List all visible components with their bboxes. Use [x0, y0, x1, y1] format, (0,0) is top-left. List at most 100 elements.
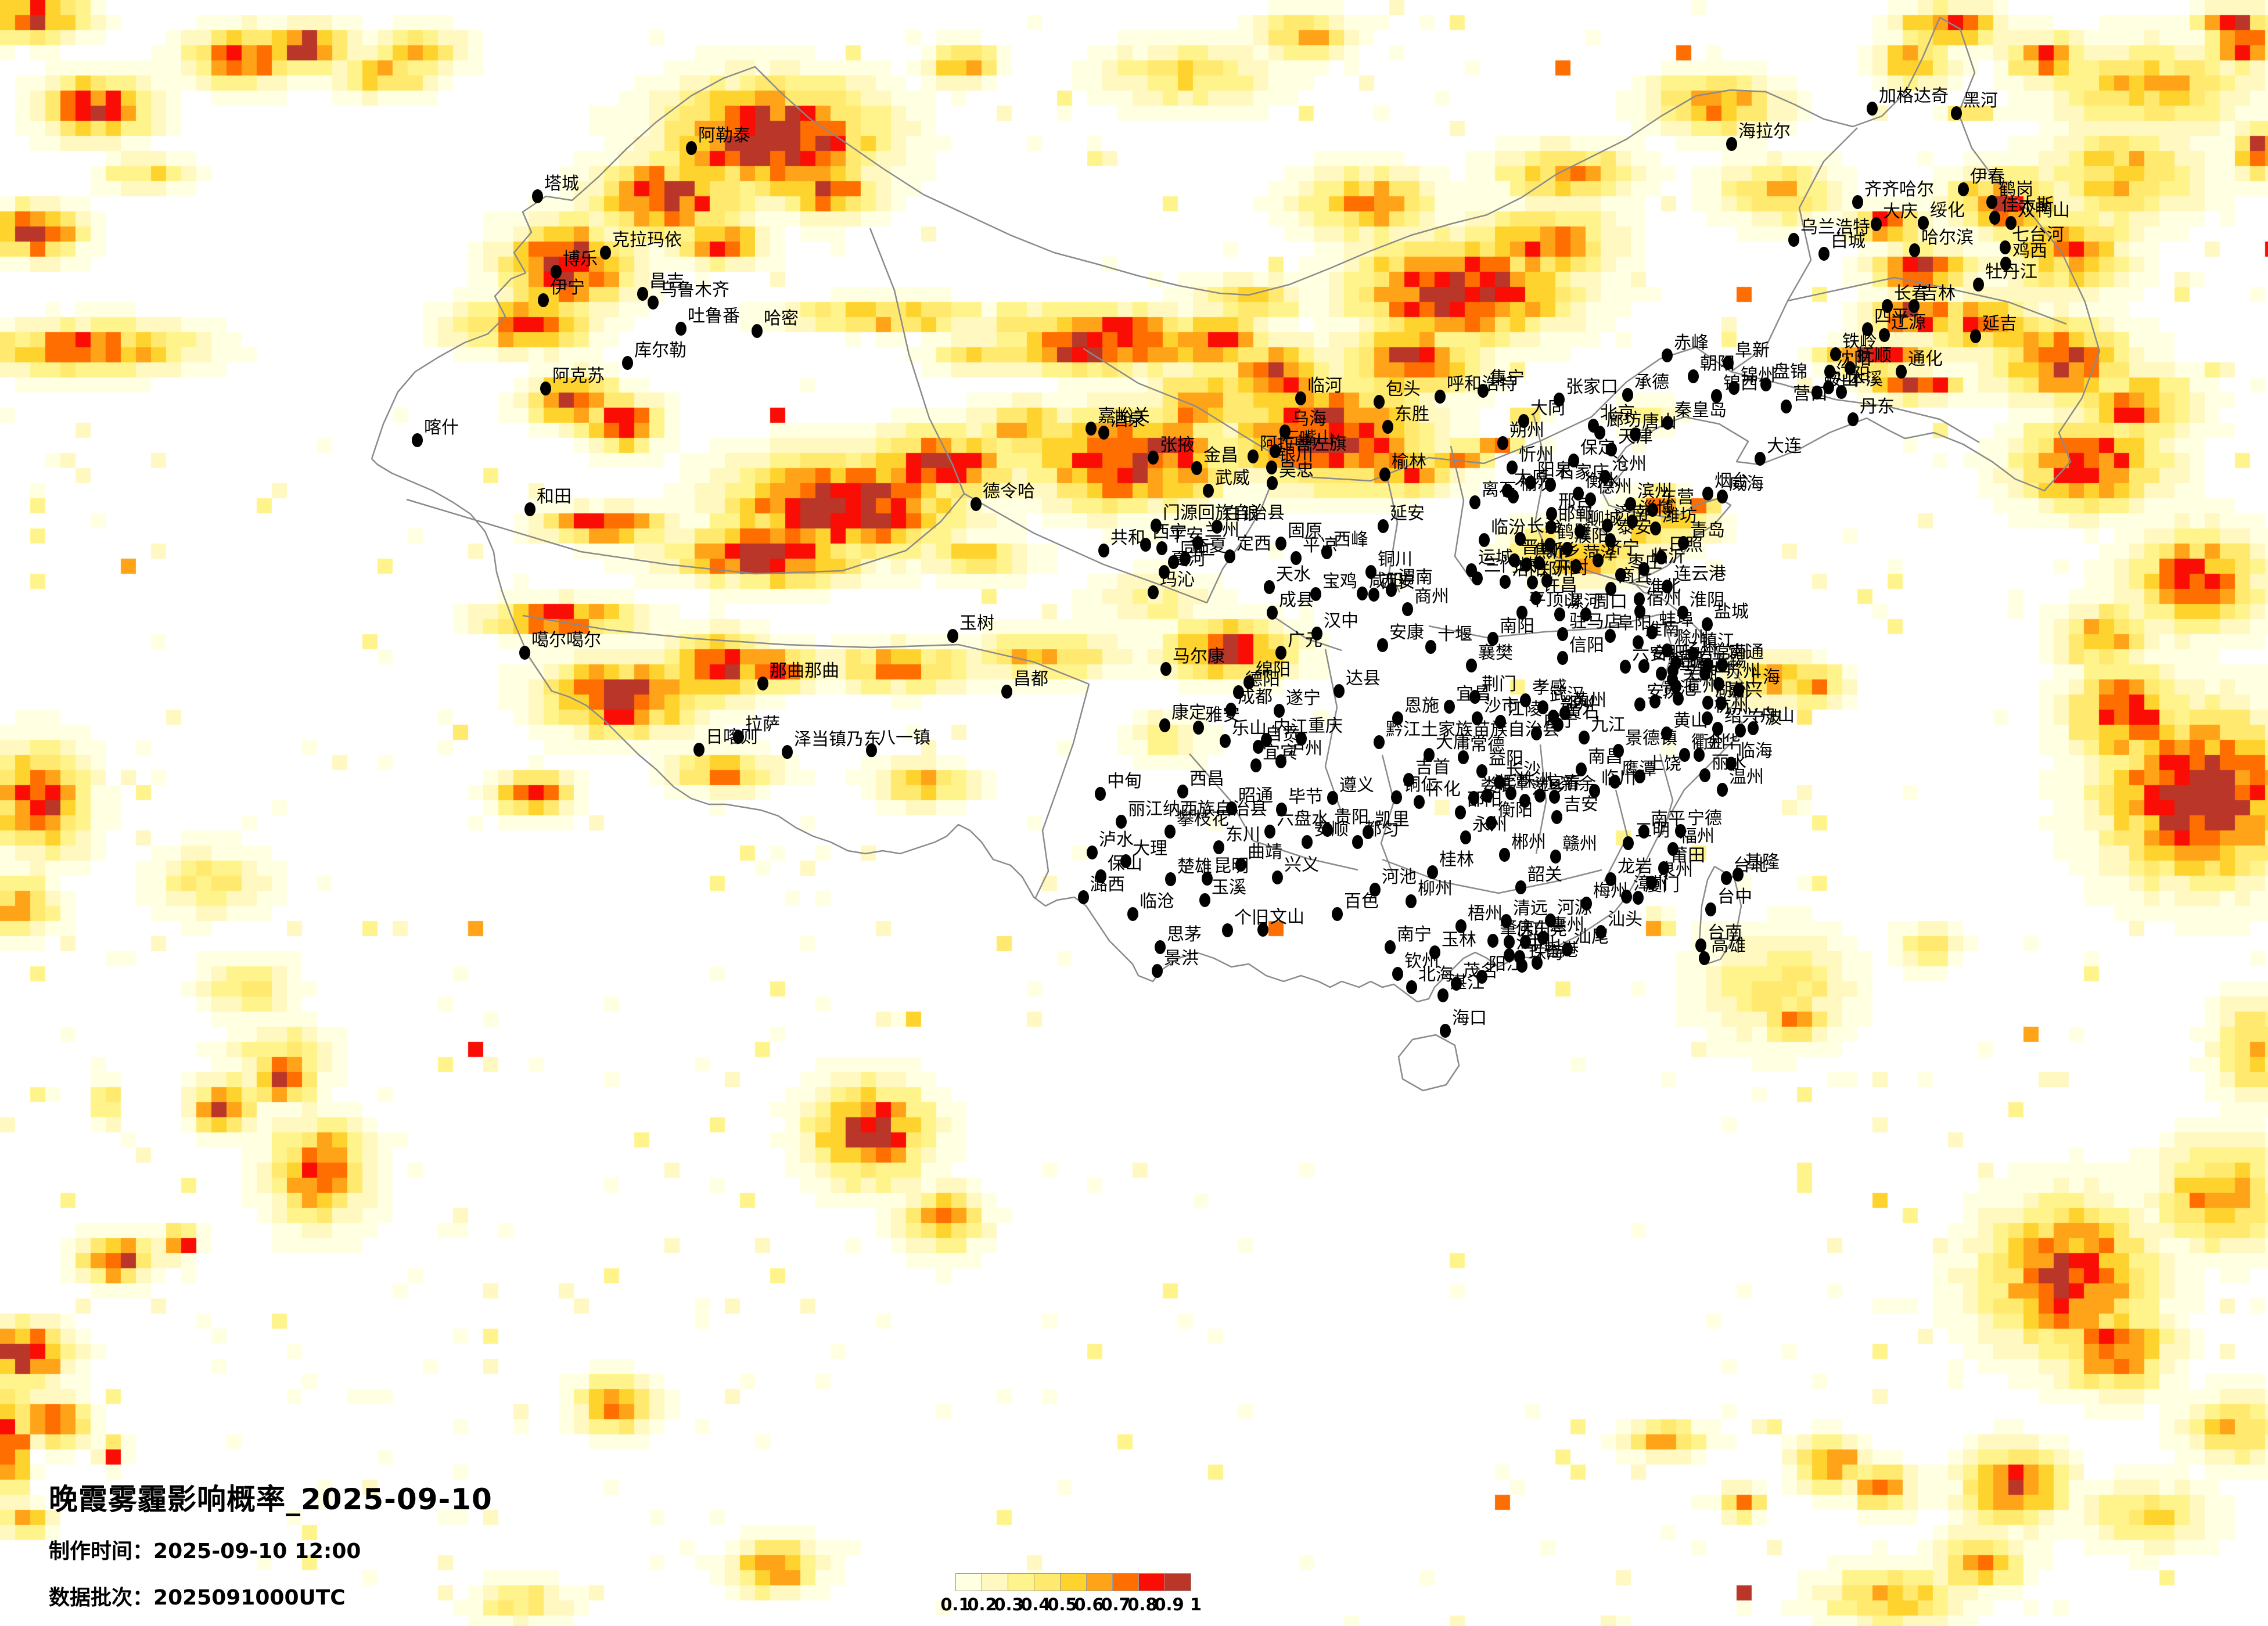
city-dot-icon: [1634, 592, 1645, 606]
city-label: 宜春: [1547, 773, 1582, 793]
city-dot-icon: [1647, 625, 1658, 639]
city-label: 同仁: [1180, 539, 1215, 560]
city-label: 攀枝花: [1177, 809, 1229, 829]
city-label: 景洪: [1164, 948, 1199, 969]
city-label: 鹤壁: [1557, 522, 1591, 542]
city-label: 中甸: [1107, 771, 1142, 792]
city-dot-icon: [1357, 587, 1368, 600]
city-label: 思茅: [1167, 924, 1202, 945]
city-label: 信阳: [1569, 635, 1604, 656]
legend-swatch: [1112, 1573, 1139, 1591]
city-dot-icon: [1788, 233, 1799, 247]
city-label: 齐齐哈尔: [1864, 179, 1934, 200]
city-label: 厦门: [1645, 875, 1680, 895]
city-dot-icon: [1702, 711, 1713, 725]
city-dot-icon: [1159, 718, 1170, 732]
legend-tick-label: 0.3: [994, 1595, 1024, 1614]
city-label: 日照: [1668, 535, 1703, 555]
city-label: 辽阳: [1835, 365, 1870, 385]
city-dot-icon: [1501, 914, 1512, 928]
city-label: 宣州: [1685, 676, 1720, 696]
legend-swatch: [1138, 1573, 1165, 1591]
city-dot-icon: [1248, 449, 1259, 463]
city-label: 噶尔噶尔: [531, 630, 601, 650]
city-dot-icon: [1605, 872, 1616, 886]
city-dot-icon: [1191, 461, 1202, 475]
city-dot-icon: [1562, 542, 1573, 556]
city-label: 成县: [1279, 590, 1314, 610]
city-dot-icon: [1544, 538, 1555, 552]
city-label: 滁州: [1674, 628, 1709, 648]
city-label: 兴义: [1284, 855, 1319, 875]
city-dot-icon: [1908, 299, 1920, 313]
city-label: 六安: [1632, 644, 1667, 664]
city-label: 台中: [1717, 887, 1752, 907]
city-dot-icon: [1499, 848, 1510, 862]
city-label: 临沂: [1651, 546, 1685, 567]
city-label: 白城: [1831, 231, 1866, 251]
city-dot-icon: [1576, 762, 1587, 776]
city-label: 武威: [1215, 468, 1250, 488]
city-label: 嘉峪关: [1098, 406, 1150, 426]
city-dot-icon: [1116, 815, 1127, 829]
city-dot-icon: [1550, 850, 1561, 864]
city-label: 库尔勒: [634, 340, 686, 361]
city-label: 铜川: [1378, 549, 1412, 570]
city-dot-icon: [1675, 824, 1686, 838]
city-dot-icon: [1532, 956, 1543, 970]
city-dot-icon: [733, 730, 744, 744]
probability-legend: 0.1 0.2 0.3 0.4 0.5 0.6 0.7 0.8 0.9 1: [940, 1573, 1202, 1614]
city-dot-icon: [1424, 748, 1435, 762]
city-dot-icon: [1661, 726, 1672, 740]
city-label: 广元: [1288, 630, 1322, 650]
city-label: 郴州: [1511, 832, 1546, 852]
city-dot-icon: [1156, 541, 1167, 555]
city-dot-icon: [1160, 662, 1171, 676]
city-dot-icon: [1270, 444, 1281, 458]
city-dot-icon: [412, 433, 423, 447]
city-label: 芜湖: [1683, 664, 1717, 684]
city-dot-icon: [1095, 869, 1106, 883]
city-dot-icon: [1509, 553, 1520, 567]
city-dot-icon: [532, 189, 543, 203]
city-label: 南通: [1729, 642, 1764, 663]
legend-tick-label: 0.9: [1154, 1595, 1184, 1614]
city-dot-icon: [1609, 775, 1620, 789]
city-dot-icon: [1882, 299, 1893, 313]
city-dot-icon: [1594, 426, 1605, 440]
city-dot-icon: [1534, 789, 1545, 803]
city-label: 德令哈: [983, 481, 1035, 502]
city-dot-icon: [1650, 521, 1661, 535]
city-label: 白银: [1224, 504, 1259, 524]
city-dot-icon: [1140, 538, 1151, 552]
city-dot-icon: [1656, 551, 1667, 564]
city-dot-icon: [1589, 784, 1600, 798]
city-dot-icon: [1580, 607, 1591, 621]
city-label: 盐城: [1714, 602, 1749, 622]
city-dot-icon: [1469, 495, 1480, 509]
city-label: 绵阳: [1256, 660, 1291, 680]
city-label: 上海: [1745, 667, 1780, 688]
city-dot-icon: [1267, 606, 1278, 620]
city-dot-icon: [675, 322, 686, 336]
city-label: 赤峰: [1674, 333, 1709, 353]
city-dot-icon: [1525, 476, 1536, 490]
city-dot-icon: [1554, 393, 1565, 406]
city-dot-icon: [1699, 951, 1710, 965]
city-dot-icon: [1818, 247, 1830, 261]
legend-swatch: [1034, 1573, 1061, 1591]
city-dot-icon: [1585, 492, 1596, 506]
city-label: 娄底: [1480, 775, 1515, 796]
city-label: 伊宁: [550, 278, 585, 298]
city-label: 大同: [1530, 398, 1565, 419]
city-dot-icon: [782, 745, 793, 759]
city-dot-icon: [524, 502, 535, 516]
city-label: 北京: [1600, 403, 1635, 423]
city-dot-icon: [1220, 734, 1231, 748]
city-dot-icon: [1243, 675, 1255, 689]
city-dot-icon: [1504, 948, 1515, 962]
city-dot-icon: [1958, 182, 1969, 196]
city-dot-icon: [1253, 740, 1264, 754]
city-label: 河池: [1382, 867, 1417, 887]
city-dot-icon: [1679, 748, 1690, 762]
